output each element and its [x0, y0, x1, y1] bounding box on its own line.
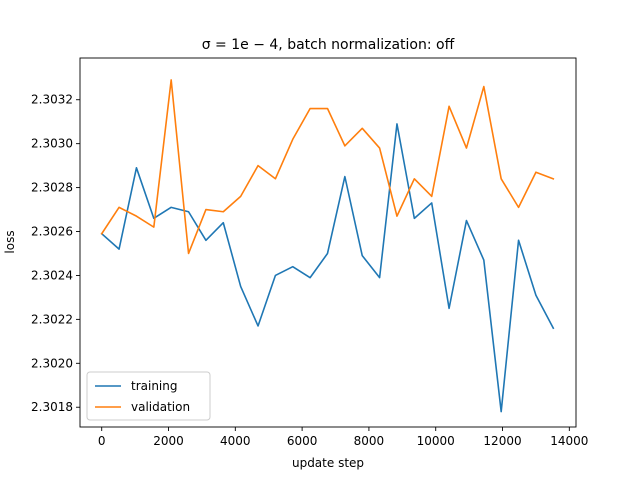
x-tick-label: 14000 [550, 434, 588, 448]
plot-frame [79, 57, 577, 428]
x-tick-label: 4000 [220, 434, 251, 448]
y-tick-label: 2.3022 [31, 312, 73, 326]
x-tick-label: 2000 [153, 434, 184, 448]
series-line-training [100, 123, 555, 413]
legend-box [86, 371, 211, 421]
y-axis-title: loss [3, 230, 17, 253]
legend-label-training: training [131, 379, 178, 393]
y-tick-label: 2.3026 [31, 225, 73, 239]
x-tick-label: 10000 [417, 434, 455, 448]
x-tick-label: 0 [98, 434, 106, 448]
x-tick-label: 12000 [483, 434, 521, 448]
y-tick-label: 2.3030 [31, 137, 73, 151]
x-tick-label: 6000 [287, 434, 318, 448]
y-tick-label: 2.3018 [31, 400, 73, 414]
y-tick-label: 2.3024 [31, 268, 73, 282]
y-tick-label: 2.3020 [31, 356, 73, 370]
y-tick-label: 2.3032 [31, 93, 73, 107]
chart-title: σ = 1e − 4, batch normalization: off [202, 37, 455, 53]
y-tick-label: 2.3028 [31, 181, 73, 195]
x-tick-label: 8000 [354, 434, 385, 448]
x-axis-title: update step [292, 456, 364, 470]
legend-label-validation: validation [131, 400, 190, 414]
series-line-validation [100, 79, 555, 255]
